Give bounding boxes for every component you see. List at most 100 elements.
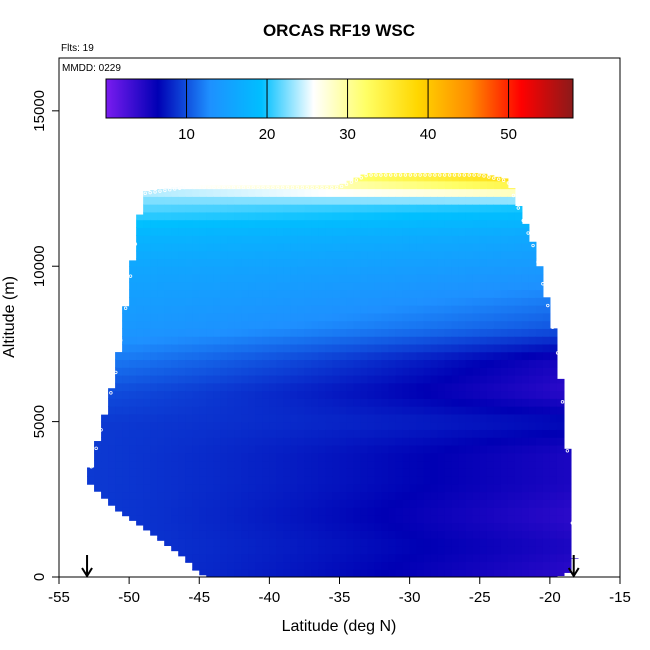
track-point <box>158 189 162 193</box>
heatmap-cell <box>339 390 348 399</box>
heatmap-cell <box>283 204 292 213</box>
heatmap-cell <box>227 297 235 306</box>
heatmap-cell <box>360 460 369 469</box>
heatmap-cell <box>402 227 411 236</box>
heatmap-cell <box>234 320 242 329</box>
heatmap-cell <box>535 312 544 322</box>
heatmap-cell <box>304 452 313 462</box>
heatmap-cell <box>444 398 453 407</box>
heatmap-cell <box>395 258 404 267</box>
heatmap-cell <box>465 367 474 376</box>
heatmap-cell <box>339 522 348 531</box>
heatmap-cell <box>528 336 537 345</box>
heatmap-cell <box>507 219 516 228</box>
heatmap-cell <box>129 297 137 306</box>
heatmap-cell <box>402 312 411 322</box>
heatmap-cell <box>535 359 544 368</box>
heatmap-cell <box>367 483 376 493</box>
heatmap-cell <box>164 374 172 384</box>
heatmap-cell <box>423 561 432 570</box>
heatmap-cell <box>143 336 151 345</box>
heatmap-cell <box>171 499 179 508</box>
heatmap-cell <box>395 359 404 368</box>
heatmap-cell <box>199 367 207 376</box>
heatmap-cell <box>276 367 284 376</box>
heatmap-cell <box>290 336 299 345</box>
heatmap-cell <box>472 452 481 462</box>
heatmap-cell <box>171 390 179 399</box>
heatmap-cell <box>528 250 537 260</box>
heatmap-cell <box>465 444 474 454</box>
heatmap-cell <box>129 336 137 345</box>
heatmap-cell <box>262 514 270 524</box>
heatmap-cell <box>514 336 523 345</box>
heatmap-cell <box>262 406 270 415</box>
heatmap-cell <box>143 305 151 314</box>
heatmap-cell <box>150 312 158 322</box>
heatmap-cell <box>157 468 165 477</box>
heatmap-cell <box>402 336 411 345</box>
heatmap-cell <box>318 281 327 291</box>
heatmap-cell <box>395 289 404 298</box>
heatmap-cell <box>388 289 397 298</box>
heatmap-cell <box>241 421 249 430</box>
track-point <box>246 185 251 190</box>
heatmap-cell <box>430 499 439 508</box>
y-tick-label: 0 <box>31 573 48 581</box>
heatmap-cell <box>521 367 530 376</box>
heatmap-cell <box>542 421 551 430</box>
track-point <box>123 306 128 310</box>
heatmap-cell <box>227 273 235 283</box>
heatmap-cell <box>178 336 186 345</box>
heatmap-cell <box>451 491 460 500</box>
heatmap-cell <box>493 242 502 252</box>
heatmap-cell <box>374 468 383 477</box>
heatmap-cell <box>311 185 320 190</box>
heatmap-cell <box>514 530 523 539</box>
heatmap-cell <box>486 336 495 345</box>
heatmap-cell <box>269 227 277 236</box>
heatmap-cell <box>150 499 158 508</box>
heatmap-cell <box>290 343 299 353</box>
heatmap-cell <box>164 305 172 314</box>
heatmap-cell <box>115 374 123 384</box>
heatmap-cell <box>283 452 292 462</box>
heatmap-cell <box>437 273 446 283</box>
heatmap-cell <box>290 305 299 314</box>
heatmap-cell <box>416 336 425 345</box>
heatmap-cell <box>143 468 151 477</box>
heatmap-cell <box>395 281 404 291</box>
heatmap-cell <box>262 235 270 244</box>
heatmap-cell <box>248 406 256 415</box>
heatmap-cell <box>535 273 544 283</box>
track-point <box>197 185 201 190</box>
heatmap-cell <box>136 491 144 500</box>
heatmap-cell <box>290 468 299 477</box>
heatmap-cell <box>199 553 207 563</box>
heatmap-cell <box>332 328 341 337</box>
heatmap-cell <box>192 437 200 446</box>
heatmap-cell <box>311 273 320 283</box>
heatmap-cell <box>521 514 530 524</box>
track-point <box>227 185 231 190</box>
heatmap-cell <box>332 336 341 345</box>
heatmap-cell <box>192 553 200 563</box>
heatmap-cell <box>178 367 186 376</box>
heatmap-cell <box>213 273 221 283</box>
heatmap-cell <box>248 196 256 205</box>
heatmap-cell <box>304 266 313 275</box>
heatmap-cell <box>262 382 270 392</box>
heatmap-cell <box>416 561 425 570</box>
heatmap-cell <box>136 460 144 469</box>
heatmap-cell <box>136 429 144 438</box>
heatmap-cell <box>143 191 151 197</box>
heatmap-cell <box>297 297 306 306</box>
heatmap-cell <box>255 545 263 555</box>
heatmap-cell <box>220 460 228 469</box>
heatmap-cell <box>381 343 390 353</box>
heatmap-cell <box>465 475 474 485</box>
heatmap-cell <box>220 413 228 423</box>
heatmap-cell <box>458 429 467 438</box>
heatmap-cell <box>493 421 502 430</box>
heatmap-cell <box>395 569 404 577</box>
